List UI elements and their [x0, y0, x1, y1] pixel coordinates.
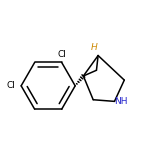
Text: H: H	[91, 43, 97, 52]
Text: Cl: Cl	[57, 50, 66, 59]
Text: NH: NH	[114, 97, 127, 106]
Text: Cl: Cl	[6, 81, 15, 90]
